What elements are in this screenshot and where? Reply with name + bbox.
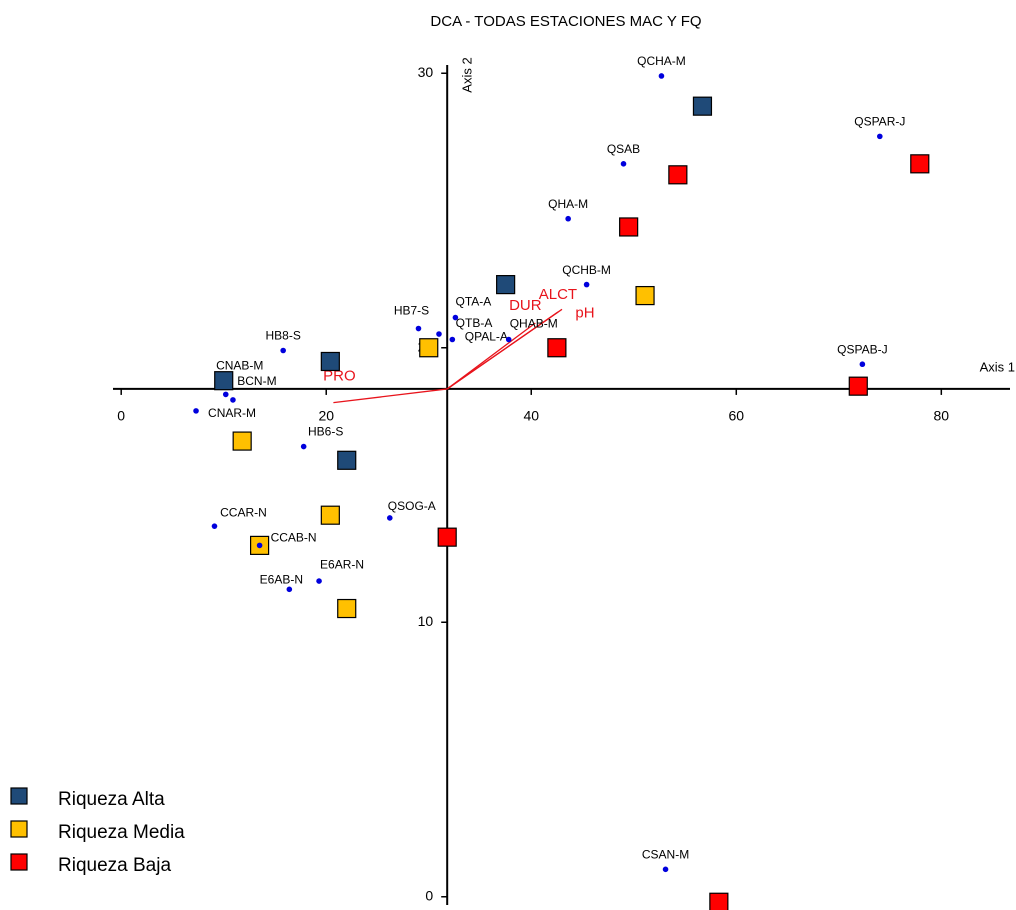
site-point bbox=[222, 391, 229, 398]
site-point bbox=[230, 397, 236, 403]
site-point bbox=[316, 578, 322, 584]
site-label: CNAR-M bbox=[208, 406, 256, 420]
site-point bbox=[286, 586, 293, 593]
richness-square bbox=[437, 527, 457, 547]
legend-label: Riqueza Baja bbox=[58, 855, 171, 876]
richness-square bbox=[910, 154, 930, 174]
site-label: QPAL-A bbox=[465, 330, 508, 344]
richness-square bbox=[320, 505, 340, 525]
site-label: E6AB-N bbox=[260, 572, 303, 586]
site-point bbox=[386, 515, 393, 521]
richness-square bbox=[848, 376, 868, 396]
vector-label: PRO bbox=[323, 368, 356, 385]
vector-label: ALCT bbox=[539, 286, 577, 303]
site-point bbox=[256, 542, 263, 549]
site-point bbox=[859, 361, 866, 368]
site-label: E6AR-N bbox=[320, 557, 364, 571]
richness-square bbox=[419, 338, 439, 358]
legend-swatch bbox=[10, 853, 28, 871]
x-tick-label: 60 bbox=[728, 408, 744, 424]
site-point bbox=[436, 331, 442, 337]
site-label: QSPAR-J bbox=[854, 115, 905, 129]
richness-square bbox=[337, 450, 357, 470]
site-point bbox=[583, 281, 590, 288]
site-label: HB8-S bbox=[266, 329, 301, 343]
site-label: QSAB bbox=[607, 142, 640, 156]
legend-swatch bbox=[10, 820, 28, 838]
richness-square bbox=[635, 285, 655, 306]
site-point bbox=[565, 215, 571, 222]
site-point bbox=[193, 408, 199, 414]
y-tick-label: 30 bbox=[418, 64, 434, 80]
richness-square bbox=[547, 338, 567, 358]
richness-square bbox=[337, 598, 357, 619]
chart-title: DCA - TODAS ESTACIONES MAC Y FQ bbox=[430, 13, 701, 30]
site-label: CSAN-M bbox=[642, 847, 689, 861]
site-point bbox=[658, 73, 665, 79]
site-label: QTA-A bbox=[456, 295, 492, 309]
legend-swatch bbox=[10, 787, 28, 805]
vector-label: DUR bbox=[509, 297, 542, 314]
site-point bbox=[449, 336, 456, 343]
site-point bbox=[662, 866, 669, 873]
site-point bbox=[300, 443, 307, 450]
site-point bbox=[415, 325, 422, 332]
site-point bbox=[620, 161, 627, 167]
richness-square bbox=[320, 351, 340, 372]
site-point bbox=[211, 523, 218, 529]
vector bbox=[333, 388, 448, 404]
site-label: QSPAB-J bbox=[837, 342, 887, 356]
site-label: QCHA-M bbox=[637, 54, 686, 68]
site-label: BCN-M bbox=[237, 374, 276, 388]
richness-square bbox=[232, 431, 252, 451]
x-tick-label: 40 bbox=[523, 408, 539, 424]
y-tick-label: 10 bbox=[418, 613, 434, 629]
vector-label: pH bbox=[575, 304, 594, 321]
x-tick-label: 80 bbox=[934, 408, 950, 424]
site-point bbox=[505, 336, 512, 343]
site-label: CCAR-N bbox=[220, 505, 267, 519]
site-label: QCHB-M bbox=[562, 263, 611, 277]
legend-label: Riqueza Alta bbox=[58, 789, 165, 810]
site-label: CCAB-N bbox=[271, 531, 317, 545]
site-point bbox=[280, 347, 286, 354]
y-tick-label: 0 bbox=[425, 887, 433, 903]
x-tick-label: 20 bbox=[318, 408, 334, 424]
site-point bbox=[877, 133, 883, 140]
x-tick-label: 0 bbox=[117, 408, 125, 424]
richness-square bbox=[692, 96, 713, 116]
site-label: HB7-S bbox=[394, 304, 429, 318]
site-label: QHAB-M bbox=[510, 317, 558, 331]
vector bbox=[446, 308, 563, 390]
site-point bbox=[452, 314, 459, 321]
legend-label: Riqueza Media bbox=[58, 822, 185, 843]
richness-square bbox=[496, 275, 516, 295]
richness-square bbox=[619, 217, 639, 237]
site-label: HB6-S bbox=[308, 425, 343, 439]
site-label: CNAB-M bbox=[216, 359, 263, 373]
site-label: QTB-A bbox=[456, 316, 493, 330]
richness-square bbox=[214, 371, 234, 391]
site-label: QSOG-A bbox=[388, 499, 436, 513]
richness-square bbox=[709, 892, 729, 910]
site-label: QHA-M bbox=[548, 197, 588, 211]
y-axis-label: Axis 2 bbox=[459, 57, 474, 92]
x-axis-label: Axis 1 bbox=[980, 359, 1015, 374]
richness-square bbox=[668, 165, 688, 185]
